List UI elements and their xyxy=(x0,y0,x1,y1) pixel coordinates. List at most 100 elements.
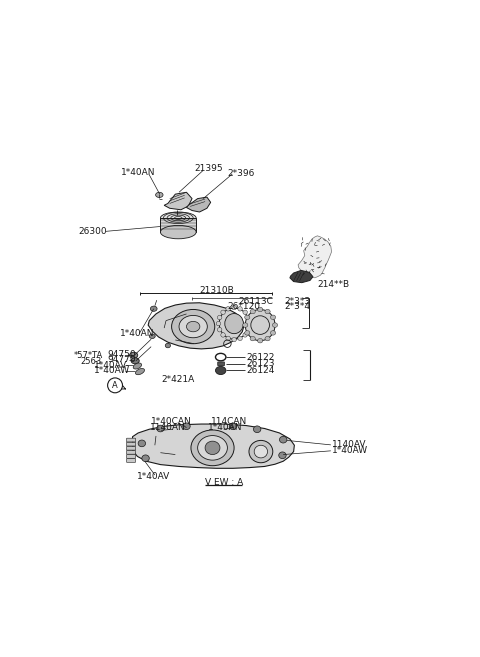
Ellipse shape xyxy=(216,367,226,374)
Ellipse shape xyxy=(258,307,263,311)
Ellipse shape xyxy=(160,212,196,224)
Ellipse shape xyxy=(273,323,277,327)
Ellipse shape xyxy=(216,321,221,326)
FancyBboxPatch shape xyxy=(127,455,135,459)
Ellipse shape xyxy=(270,330,276,335)
Ellipse shape xyxy=(232,306,236,310)
Ellipse shape xyxy=(279,452,286,459)
Polygon shape xyxy=(290,271,313,283)
Text: 26300: 26300 xyxy=(79,227,107,236)
Text: 1140AV: 1140AV xyxy=(332,440,366,449)
Ellipse shape xyxy=(198,436,228,460)
Ellipse shape xyxy=(246,327,251,332)
Ellipse shape xyxy=(165,344,170,348)
Text: 26123: 26123 xyxy=(246,359,275,369)
Ellipse shape xyxy=(270,315,276,319)
Ellipse shape xyxy=(279,436,287,443)
Text: 26*120: 26*120 xyxy=(228,302,260,311)
Ellipse shape xyxy=(245,315,250,319)
Ellipse shape xyxy=(238,307,242,311)
Text: A: A xyxy=(112,381,118,390)
Text: 21395: 21395 xyxy=(194,164,223,173)
Ellipse shape xyxy=(250,309,255,314)
Text: 1140AN: 1140AN xyxy=(150,422,186,432)
Ellipse shape xyxy=(150,306,157,311)
Ellipse shape xyxy=(183,423,190,430)
Text: V EW : A: V EW : A xyxy=(204,478,243,487)
Ellipse shape xyxy=(243,332,247,337)
Ellipse shape xyxy=(191,430,234,466)
Ellipse shape xyxy=(226,307,230,311)
Polygon shape xyxy=(132,424,294,468)
Ellipse shape xyxy=(265,336,270,341)
Polygon shape xyxy=(148,303,244,349)
Ellipse shape xyxy=(253,426,261,432)
Text: 26124: 26124 xyxy=(246,366,275,375)
Text: 2*421A: 2*421A xyxy=(161,375,194,384)
Ellipse shape xyxy=(254,445,267,458)
Ellipse shape xyxy=(156,425,164,432)
Text: 2*3*3: 2*3*3 xyxy=(284,297,310,306)
FancyBboxPatch shape xyxy=(127,442,135,446)
Ellipse shape xyxy=(135,369,144,374)
Ellipse shape xyxy=(225,313,243,334)
Text: 114CAN: 114CAN xyxy=(211,417,247,426)
Text: 1*40AN: 1*40AN xyxy=(208,422,243,432)
Ellipse shape xyxy=(138,440,145,447)
Ellipse shape xyxy=(186,321,200,332)
Polygon shape xyxy=(160,218,196,232)
Text: 2563: 2563 xyxy=(81,357,102,366)
Ellipse shape xyxy=(205,441,220,455)
FancyBboxPatch shape xyxy=(127,438,135,442)
Text: 94770: 94770 xyxy=(108,355,136,364)
Ellipse shape xyxy=(179,315,207,338)
Text: 26113C: 26113C xyxy=(239,297,274,306)
Ellipse shape xyxy=(133,363,142,369)
Ellipse shape xyxy=(238,336,242,340)
Text: 1*40CAN: 1*40CAN xyxy=(151,417,192,426)
Ellipse shape xyxy=(160,225,196,238)
Ellipse shape xyxy=(217,315,222,320)
Ellipse shape xyxy=(245,309,275,341)
Polygon shape xyxy=(298,236,332,278)
Polygon shape xyxy=(186,197,211,212)
Ellipse shape xyxy=(142,455,149,462)
Ellipse shape xyxy=(265,309,270,314)
Text: 214**B: 214**B xyxy=(317,281,349,290)
Ellipse shape xyxy=(221,332,225,337)
Ellipse shape xyxy=(246,315,251,320)
Ellipse shape xyxy=(232,337,236,342)
Ellipse shape xyxy=(226,336,230,340)
Text: 2*3*4: 2*3*4 xyxy=(284,302,310,311)
Text: 1*40AN: 1*40AN xyxy=(121,168,156,177)
Text: 26122: 26122 xyxy=(246,353,275,361)
Ellipse shape xyxy=(250,336,255,341)
Ellipse shape xyxy=(245,330,250,335)
Ellipse shape xyxy=(130,352,138,358)
Text: 1*40AW: 1*40AW xyxy=(332,446,368,455)
Ellipse shape xyxy=(243,323,248,327)
FancyBboxPatch shape xyxy=(127,459,135,463)
Ellipse shape xyxy=(258,338,263,343)
Ellipse shape xyxy=(156,193,163,198)
Text: 1*40AW: 1*40AW xyxy=(94,367,131,375)
FancyBboxPatch shape xyxy=(218,362,225,366)
FancyBboxPatch shape xyxy=(127,446,135,450)
Ellipse shape xyxy=(229,423,237,430)
Ellipse shape xyxy=(149,334,155,338)
Ellipse shape xyxy=(217,327,222,332)
FancyBboxPatch shape xyxy=(127,451,135,454)
Text: 1*40AV-: 1*40AV- xyxy=(94,361,130,370)
Ellipse shape xyxy=(131,358,139,364)
Ellipse shape xyxy=(172,309,215,344)
Text: *57*TA: *57*TA xyxy=(74,351,103,361)
Text: 21310B: 21310B xyxy=(199,286,234,294)
Text: 94750: 94750 xyxy=(108,350,136,359)
Ellipse shape xyxy=(243,310,247,315)
Polygon shape xyxy=(164,193,192,210)
Text: 2*396: 2*396 xyxy=(228,169,255,178)
Ellipse shape xyxy=(248,321,252,326)
Text: 1*40AN: 1*40AN xyxy=(120,328,154,338)
Ellipse shape xyxy=(221,310,225,315)
Text: 1*40AV: 1*40AV xyxy=(137,472,170,481)
